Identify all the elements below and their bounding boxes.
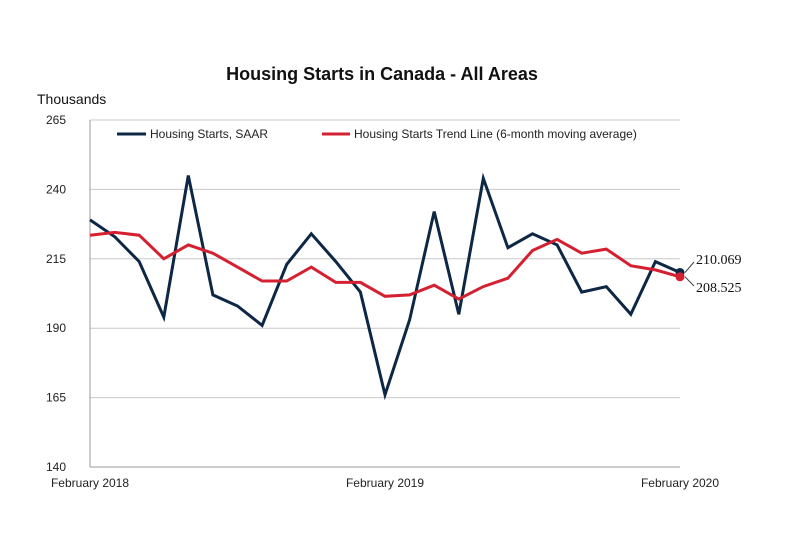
end-value-labels: 210.069 208.525 — [684, 253, 742, 296]
series-line-trend — [89, 230, 681, 301]
gridlines — [89, 119, 680, 468]
end-value-label: 210.069 — [696, 253, 742, 268]
x-tick-label: February 2019 — [346, 476, 424, 490]
series-end-point — [675, 272, 685, 282]
legend: Housing Starts, SAAR Housing Starts Trend… — [117, 127, 637, 141]
legend-label: Housing Starts, SAAR — [150, 127, 268, 141]
y-tick-label: 240 — [46, 182, 66, 196]
x-tick-label: February 2020 — [641, 476, 719, 490]
series-line-housing-starts — [89, 172, 681, 401]
series-lines — [89, 172, 685, 401]
y-tick-label: 165 — [46, 391, 66, 405]
y-axis-tick-labels: 140 165 190 215 240 265 — [46, 113, 66, 474]
y-tick-label: 265 — [46, 113, 66, 127]
end-value-label: 208.525 — [696, 281, 742, 296]
x-axis-tick-labels: February 2018 February 2019 February 2020 — [51, 476, 719, 490]
y-tick-label: 215 — [46, 252, 66, 266]
end-label-leader — [684, 261, 695, 273]
end-label-leader — [684, 276, 695, 287]
y-tick-label: 140 — [46, 460, 66, 474]
x-tick-label: February 2018 — [51, 476, 129, 490]
chart-title: Housing Starts in Canada - All Areas — [226, 64, 538, 84]
y-tick-label: 190 — [46, 321, 66, 335]
y-axis-unit-label: Thousands — [37, 91, 106, 107]
legend-label: Housing Starts Trend Line (6-month movin… — [354, 127, 637, 141]
